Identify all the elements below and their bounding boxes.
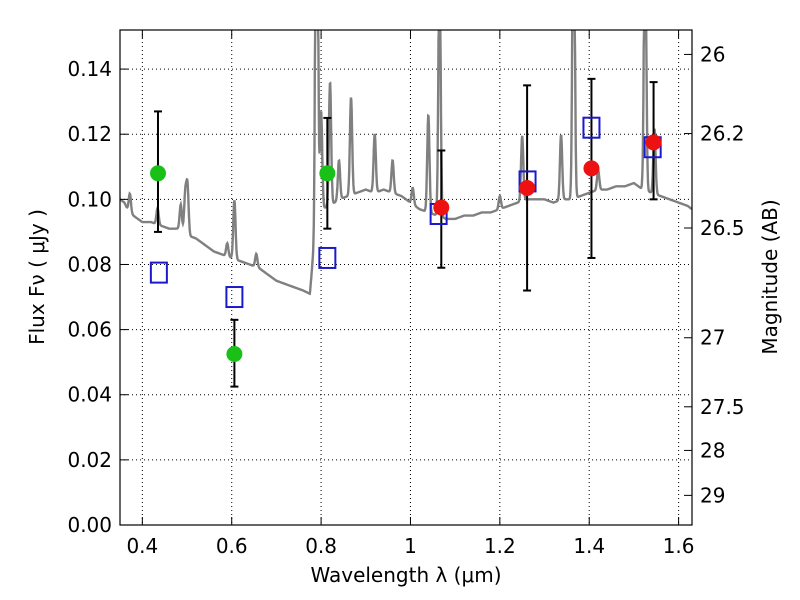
right-tick-label: 28 [700, 438, 725, 462]
red-data-point [433, 199, 450, 216]
error-bars [153, 77, 658, 388]
green-data-point [149, 165, 166, 182]
y-tick-label: 0.12 [67, 122, 112, 146]
right-tick-label: 26 [700, 42, 725, 66]
model-box [582, 116, 601, 139]
green-data-point [226, 346, 243, 363]
right-tick-label: 26.2 [700, 122, 745, 146]
y-axis-title: Flux Fν ( μJy ) [25, 209, 49, 345]
x-tick-label: 0.8 [305, 534, 337, 558]
y-tick-label: 0.14 [67, 57, 112, 81]
tick-labels: 0.4 0.6 0.8 1 1.2 1.4 1.6 0.00 0.02 0.04 0.06 0.08 0… [67, 42, 744, 558]
y-tick-label: 0.04 [67, 383, 112, 407]
model-box [225, 286, 244, 309]
spectrum-line [120, 30, 692, 296]
model-box [149, 261, 168, 284]
right-tick-label: 26.5 [700, 216, 745, 240]
x-axis-title: Wavelength λ (μm) [310, 563, 501, 587]
right-axis-title: Magnitude (AB) [758, 199, 782, 354]
x-tick-label: 0.4 [126, 534, 158, 558]
red-data-point [583, 160, 600, 177]
y-tick-label: 0.08 [67, 252, 112, 276]
y-tick-label: 0.06 [67, 318, 112, 342]
red-data-point [519, 179, 536, 196]
x-tick-label: 1.6 [663, 534, 695, 558]
spectrum-series [120, 30, 692, 296]
x-tick-label: 1.2 [484, 534, 516, 558]
right-tick-label: 27.5 [700, 395, 745, 419]
red-data-point [645, 134, 662, 151]
model-boxes [149, 116, 662, 309]
green-data-point [319, 165, 336, 182]
data-points [149, 134, 662, 363]
axis-ticks [120, 30, 692, 526]
x-tick-label: 1 [404, 534, 417, 558]
x-tick-label: 0.6 [216, 534, 248, 558]
model-box [318, 246, 337, 269]
x-tick-label: 1.4 [573, 534, 605, 558]
y-tick-label: 0.02 [67, 448, 112, 472]
y-tick-label: 0.00 [67, 513, 112, 537]
y-tick-label: 0.10 [67, 187, 112, 211]
grid-lines [120, 30, 692, 526]
right-tick-label: 27 [700, 326, 725, 350]
right-tick-label: 29 [700, 483, 725, 507]
plot-frame [119, 29, 693, 526]
